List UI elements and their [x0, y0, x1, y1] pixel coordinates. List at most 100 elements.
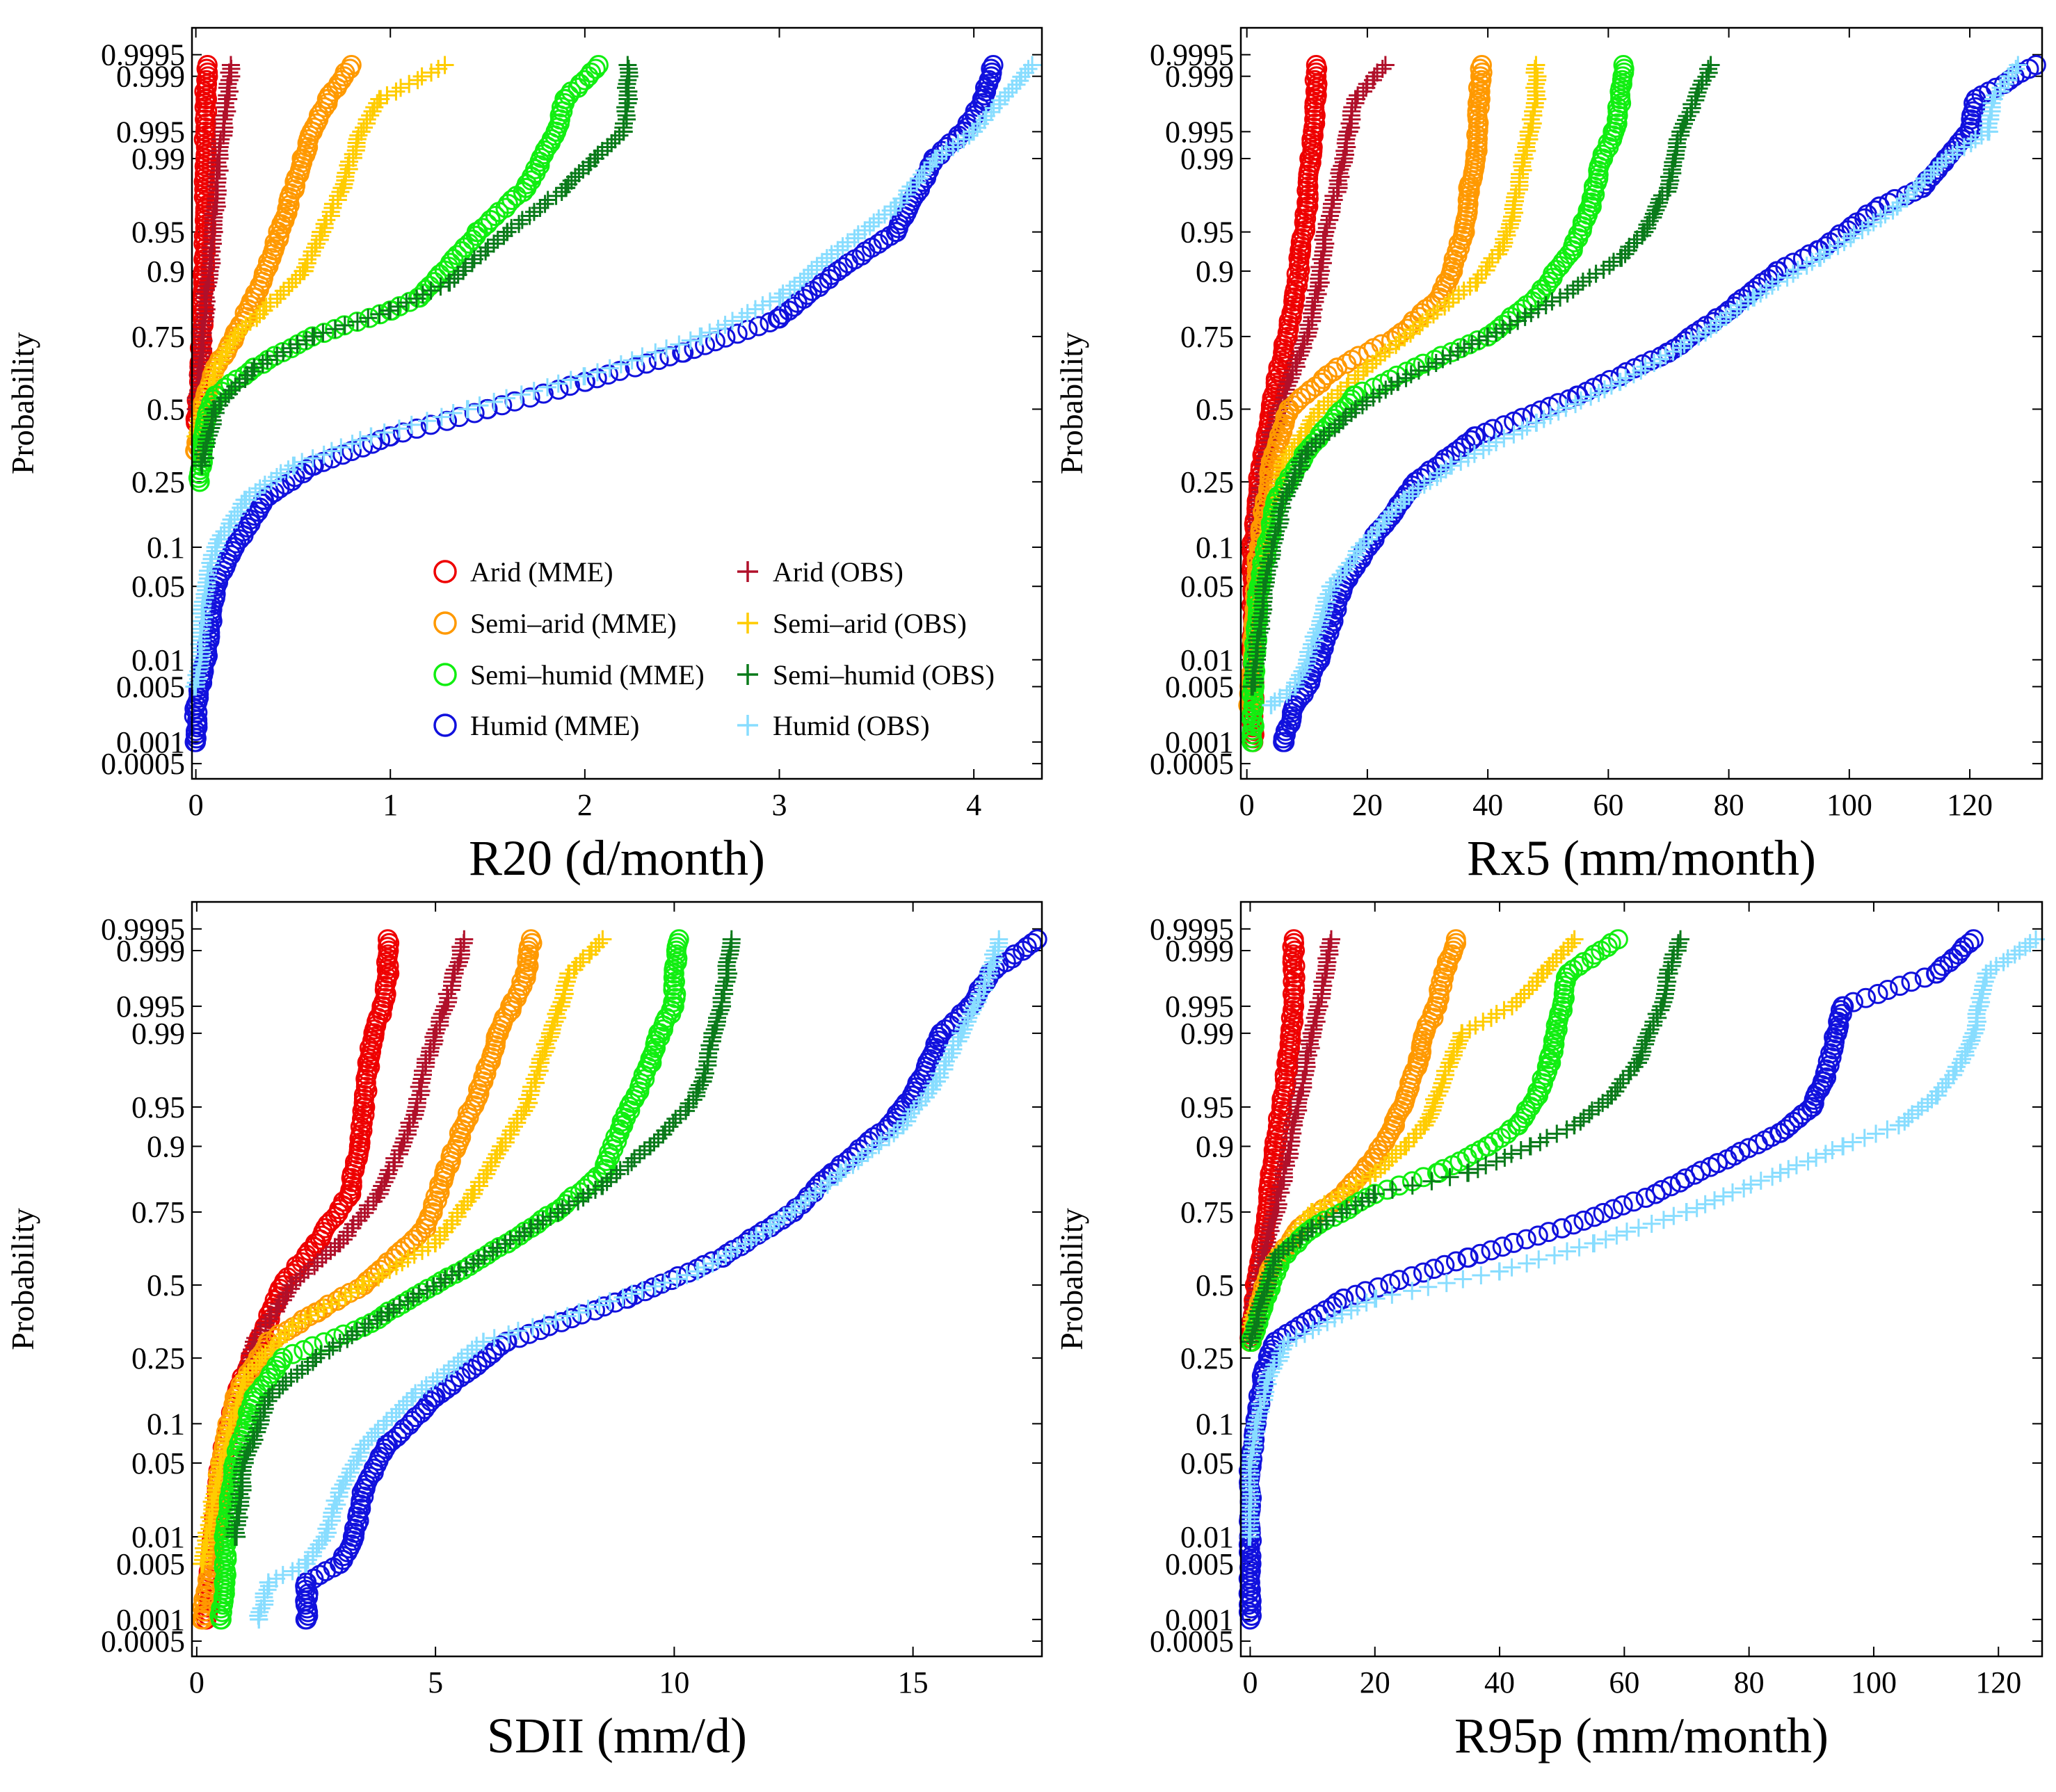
y-axis-label: Probability	[1054, 332, 1089, 474]
data-point	[1507, 184, 1525, 202]
data-point	[1593, 1094, 1612, 1112]
data-point	[1399, 1133, 1417, 1151]
data-point	[715, 977, 733, 995]
data-point	[613, 1289, 632, 1307]
data-point	[222, 56, 240, 74]
data-point	[421, 1039, 440, 1057]
y-tick-label: 0.9	[147, 1129, 185, 1163]
data-point	[1640, 1024, 1658, 1042]
data-point	[509, 1322, 527, 1340]
data-point	[299, 1551, 317, 1569]
y-tick-label: 0.5	[1196, 1268, 1234, 1302]
data-point	[1507, 993, 1525, 1011]
series-humid-obs-	[1262, 56, 2027, 715]
data-point	[861, 218, 879, 236]
data-point	[413, 67, 431, 86]
y-tick-label: 0.9	[147, 255, 185, 289]
data-point	[1511, 165, 1529, 183]
data-point	[615, 122, 633, 140]
y-tick-label: 0.995	[1165, 115, 1234, 149]
data-point	[1324, 187, 1342, 205]
data-point	[1305, 300, 1323, 318]
data-point	[710, 1005, 728, 1023]
y-tick-label: 0.05	[1180, 570, 1234, 604]
data-point	[1295, 331, 1313, 349]
data-point	[536, 195, 554, 213]
y-tick-label: 0.95	[131, 1090, 185, 1124]
data-point	[459, 400, 477, 418]
data-point	[1513, 154, 1531, 172]
data-point	[712, 1001, 730, 1019]
data-point	[321, 1341, 339, 1359]
y-tick-label: 0.9995	[101, 38, 185, 72]
data-point	[510, 215, 528, 233]
data-point	[650, 351, 668, 369]
data-point	[1512, 1141, 1530, 1159]
data-point	[1678, 107, 1696, 125]
x-tick-label: 1	[383, 788, 398, 822]
data-point	[339, 156, 357, 175]
data-point	[1527, 56, 1545, 74]
x-tick-label: 3	[771, 788, 787, 822]
data-point	[1511, 989, 1529, 1007]
y-tick-label: 0.001	[1165, 1603, 1234, 1637]
data-point	[556, 977, 575, 995]
data-point	[1262, 696, 1280, 714]
data-point	[696, 1060, 714, 1079]
x-tick-label: 60	[1609, 1665, 1639, 1700]
x-axis-label: R95p (mm/month)	[1454, 1708, 1829, 1763]
data-point	[1299, 316, 1317, 334]
data-point	[616, 98, 634, 116]
x-tick-label: 80	[1734, 1665, 1765, 1700]
data-point	[1697, 67, 1715, 86]
data-point	[331, 1234, 349, 1252]
x-tick-label: 0	[1242, 1665, 1258, 1700]
y-tick-label: 0.9	[1196, 255, 1234, 289]
data-point	[1474, 1012, 1492, 1031]
data-point	[1305, 1017, 1323, 1035]
y-tick-label: 0.95	[131, 216, 185, 250]
data-point	[1299, 1047, 1317, 1065]
data-point	[1319, 393, 1337, 411]
y-tick-label: 0.995	[116, 990, 185, 1024]
data-point	[255, 1585, 273, 1603]
data-point	[1306, 1009, 1324, 1027]
y-tick-label: 0.001	[116, 725, 185, 759]
series-humid-mme-	[1274, 56, 2046, 752]
data-point	[390, 419, 408, 437]
data-point	[513, 211, 531, 229]
data-point	[1522, 1137, 1540, 1155]
x-tick-label: 120	[1975, 1665, 2021, 1700]
y-tick-label: 0.25	[1180, 465, 1234, 499]
data-point	[1686, 91, 1704, 109]
panel-2: 0.00050.0010.0050.010.050.10.250.50.750.…	[1054, 28, 2045, 886]
data-point	[1319, 938, 1338, 956]
data-point	[1428, 1086, 1446, 1104]
data-point	[323, 1503, 341, 1521]
data-point	[438, 985, 456, 1003]
data-point	[428, 1020, 446, 1038]
y-axis-label: Probability	[5, 1208, 40, 1350]
data-point	[502, 219, 520, 237]
data-point	[525, 1069, 543, 1088]
data-point	[436, 997, 454, 1015]
x-axis-label: Rx5 (mm/month)	[1467, 830, 1816, 886]
x-tick-label: 0	[189, 1665, 204, 1700]
data-point	[555, 981, 573, 999]
series-semi-humid-obs-	[226, 930, 741, 1546]
data-point	[351, 1439, 369, 1458]
data-point	[315, 1333, 333, 1351]
data-point	[408, 1098, 426, 1116]
x-tick-label: 40	[1484, 1665, 1515, 1700]
data-point	[623, 1153, 641, 1171]
data-point	[440, 989, 458, 1007]
data-point	[1524, 102, 1542, 120]
data-point	[315, 446, 333, 464]
data-point	[403, 416, 421, 434]
data-point	[505, 1117, 523, 1136]
data-point	[1563, 934, 1581, 952]
data-point	[410, 1078, 428, 1096]
data-point	[723, 930, 741, 949]
data-point	[1528, 67, 1546, 86]
y-tick-label: 0.95	[1180, 1090, 1234, 1124]
